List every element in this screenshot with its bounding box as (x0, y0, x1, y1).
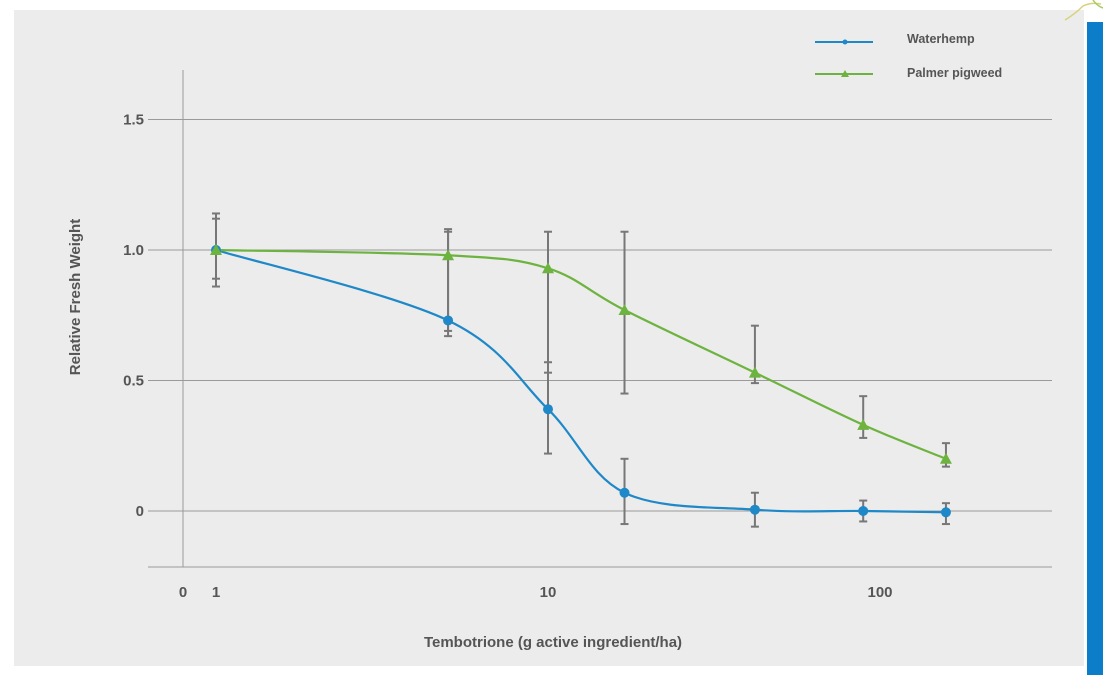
axes: 1.5 1.0 0.5 0 0 1 10 100 (123, 70, 1052, 601)
series-lines (215, 248, 947, 514)
x-tick-label: 100 (867, 584, 892, 601)
legend-label-waterhemp: Waterhemp (907, 32, 975, 46)
legend-marker-waterhemp (842, 39, 848, 45)
legend-label-palmer-pigweed: Palmer pigweed (907, 66, 1002, 80)
y-axis-label: Relative Fresh Weight (67, 219, 84, 375)
y-tick-label: 1.5 (123, 112, 144, 129)
x-axis-label: Tembotrione (g active ingredient/ha) (424, 634, 682, 651)
data-point (940, 507, 951, 518)
data-point (542, 262, 554, 274)
data-point (749, 504, 760, 515)
data-point (857, 418, 870, 430)
data-point (443, 315, 454, 326)
accent-bar (1087, 22, 1103, 675)
gridlines (148, 119, 1052, 512)
data-point (618, 304, 631, 316)
data-point (939, 452, 952, 464)
error-bar (544, 230, 552, 374)
y-tick-label: 1.0 (123, 242, 144, 259)
corner-decoration-icon (1064, 0, 1103, 21)
y-tick-label: 0.5 (123, 373, 144, 390)
data-point (442, 249, 455, 261)
data-point (858, 506, 869, 516)
legend-marker-palmer-pigweed (841, 70, 849, 77)
x-tick-label: 1 (212, 584, 220, 601)
series-line-waterhemp (215, 248, 946, 514)
error-bar (444, 228, 453, 332)
legend: Waterhemp Palmer pigweed (815, 32, 1002, 80)
data-point (543, 404, 553, 415)
data-markers (210, 244, 952, 518)
y-tick-label: 0 (136, 503, 144, 520)
data-point (210, 244, 222, 255)
data-point (748, 366, 761, 378)
error-bar (859, 395, 868, 439)
data-point (619, 487, 630, 498)
x-tick-label: 0 (179, 584, 187, 601)
series-line-palmer-pigweed (215, 248, 947, 460)
x-tick-label: 10 (540, 584, 557, 601)
error-bars (212, 212, 950, 528)
